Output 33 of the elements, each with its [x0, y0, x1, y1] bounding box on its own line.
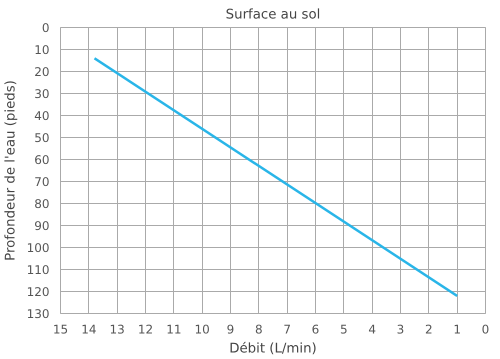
x-tick-label: 1	[453, 322, 461, 336]
y-tick-label: 30	[34, 87, 50, 101]
x-tick-label: 15	[52, 322, 68, 336]
y-tick-label: 120	[26, 285, 50, 299]
x-tick-label: 9	[226, 322, 234, 336]
x-tick-label: 2	[425, 322, 433, 336]
y-tick-label: 20	[34, 65, 50, 79]
chart-title: Surface au sol	[226, 8, 320, 22]
x-tick-label: 11	[166, 322, 182, 336]
x-tick-label: 3	[396, 322, 404, 336]
y-tick-label: 40	[34, 109, 50, 123]
x-tick-label: 0	[482, 322, 490, 336]
y-tick-label: 90	[34, 219, 50, 233]
y-tick-label: 70	[34, 175, 50, 189]
y-tick-label: 100	[26, 241, 50, 255]
y-axis-title: Profondeur de l'eau (pieds)	[4, 80, 19, 261]
x-tick-label: 7	[283, 322, 291, 336]
x-tick-label: 13	[110, 322, 125, 336]
y-tick-label: 80	[34, 197, 50, 211]
y-tick-label: 60	[34, 153, 50, 167]
x-tick-label: 8	[255, 322, 263, 336]
x-tick-label: 6	[312, 322, 320, 336]
x-tick-label: 4	[368, 322, 376, 336]
y-tick-label: 10	[34, 43, 50, 57]
x-tick-label: 12	[138, 322, 154, 336]
x-axis-title: Débit (L/min)	[229, 342, 317, 356]
x-tick-label: 14	[81, 322, 96, 336]
y-tick-label: 110	[26, 263, 50, 277]
y-tick-label: 50	[34, 131, 50, 145]
y-tick-label: 130	[26, 307, 50, 321]
x-tick-label: 10	[194, 322, 210, 336]
y-tick-label: 0	[42, 21, 50, 35]
x-tick-label: 5	[340, 322, 348, 336]
